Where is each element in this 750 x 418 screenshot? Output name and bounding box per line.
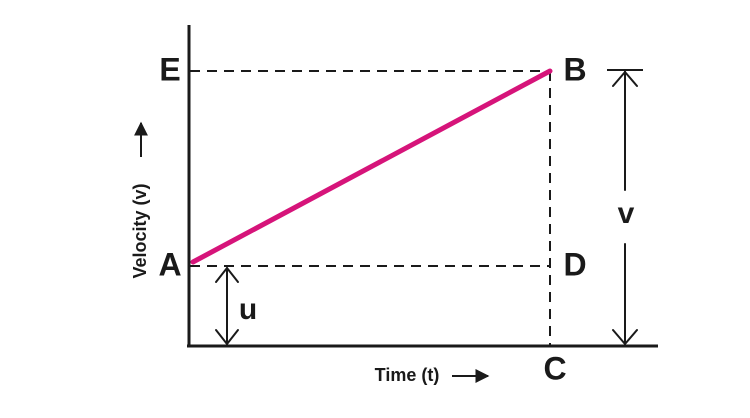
y-axis-label: Velocity (v) — [130, 183, 150, 278]
v-measure-arrow — [612, 70, 638, 346]
u-measure-arrow — [215, 266, 239, 346]
point-label-a: A — [158, 246, 181, 282]
velocity-line-a-b — [190, 68, 553, 265]
point-label-d: D — [563, 246, 586, 282]
quantity-label-v: v — [618, 197, 635, 230]
quantity-label-u: u — [239, 293, 257, 326]
point-label-e: E — [159, 51, 180, 87]
point-label-b: B — [563, 51, 586, 87]
x-axis-label: Time (t) — [375, 365, 440, 385]
point-label-c: C — [543, 350, 566, 386]
